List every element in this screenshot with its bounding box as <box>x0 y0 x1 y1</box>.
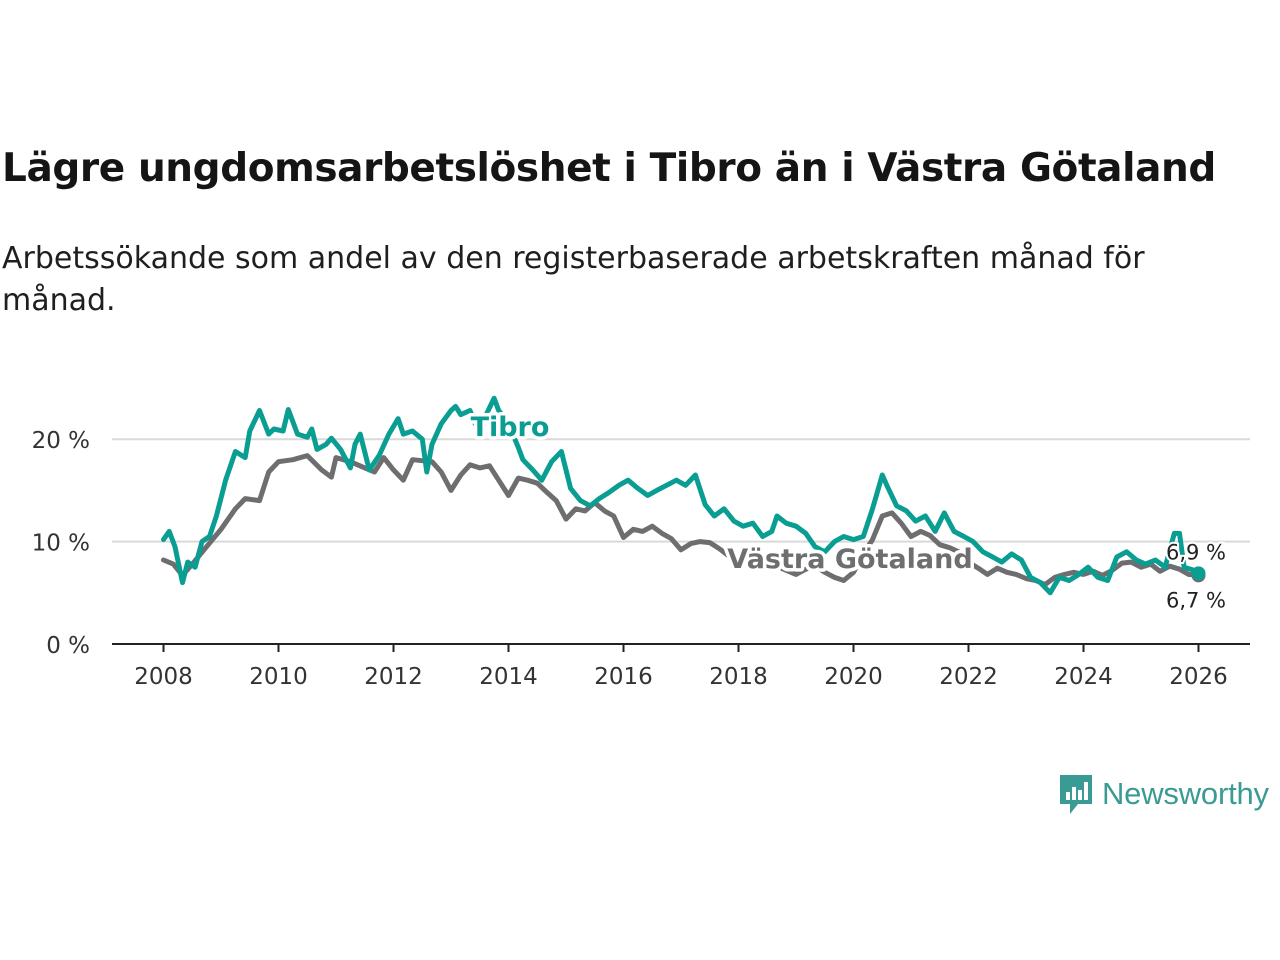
x-tick-label: 2010 <box>249 664 308 690</box>
x-tick-label: 2016 <box>594 664 653 690</box>
series-line-tibro <box>161 395 1201 596</box>
x-tick-label: 2024 <box>1054 664 1113 690</box>
end-value-label-v-stra-g-taland: 6,7 % <box>1166 588 1226 612</box>
y-tick-label: 20 % <box>32 428 90 454</box>
end-value-label-tibro: 6,9 % <box>1166 540 1226 564</box>
grid-layer <box>112 438 1250 543</box>
series-line-v-stra-g-taland <box>161 453 1201 588</box>
x-tick-label: 2018 <box>709 664 768 690</box>
x-tick-label: 2008 <box>134 664 193 690</box>
x-tick-label: 2020 <box>824 664 883 690</box>
series-label-v-stra-g-taland: Västra Götaland <box>727 544 972 575</box>
brand-name: Newsworthy <box>1102 776 1269 811</box>
newsworthy-brand[interactable]: Newsworthy <box>1058 772 1269 816</box>
label-layer: 6,7 % 6,9 % Västra Götaland Tibro <box>467 409 1228 615</box>
series-label-tibro: Tibro <box>471 412 550 443</box>
end-marker-tibro <box>1191 566 1206 581</box>
y-tick-label: 0 % <box>46 633 90 659</box>
chart-subtitle: Arbetssökande som andel av den registerb… <box>2 241 1145 318</box>
x-tick-label: 2014 <box>479 664 538 690</box>
x-tick-label: 2022 <box>939 664 998 690</box>
x-tick-label: 2012 <box>364 664 423 690</box>
newsworthy-logo-icon <box>1060 775 1092 814</box>
y-tick-label: 10 % <box>32 531 90 557</box>
line-chart: 0 % 10 % 20 % 2008 2010 2012 2014 2016 2018 2020 2… <box>32 395 1250 690</box>
chart-title: Lägre ungdomsarbetslöshet i Tibro än i V… <box>2 146 1216 191</box>
x-tick-label: 2026 <box>1169 664 1228 690</box>
series-layer <box>161 395 1201 596</box>
axis-layer: 0 % 10 % 20 % 2008 2010 2012 2014 2016 2018 2020 2… <box>32 428 1250 690</box>
